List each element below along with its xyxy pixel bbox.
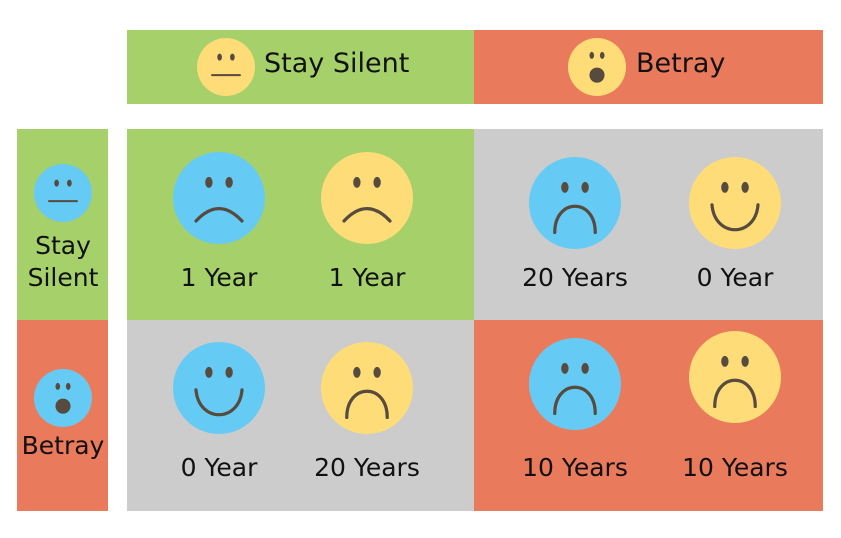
row-header-label: Betray (21, 431, 105, 460)
column-header-label: Betray (636, 48, 726, 79)
neutral-face-icon (197, 38, 255, 100)
yellow-prisoner-face-icon (689, 157, 781, 253)
yellow-prisoner-face-icon (321, 152, 413, 248)
surprised-face-icon (568, 38, 626, 100)
blue-prisoner-face-icon (529, 157, 621, 253)
yellow-prisoner-face-icon (689, 331, 781, 427)
yellow-sentence: 10 Years (682, 453, 788, 482)
yellow-prisoner-face-icon (321, 342, 413, 438)
column-header-betray (474, 30, 823, 104)
neutral-face-icon (34, 164, 92, 226)
column-header-label: Stay Silent (264, 48, 410, 79)
yellow-sentence: 1 Year (328, 263, 406, 292)
blue-sentence: 20 Years (522, 263, 628, 292)
blue-prisoner-face-icon (173, 152, 265, 248)
blue-sentence: 10 Years (522, 453, 628, 482)
row-header-stay-silent (17, 129, 108, 320)
row-header-label: Stay (35, 231, 91, 260)
surprised-face-icon (34, 369, 92, 431)
blue-sentence: 0 Year (180, 453, 258, 482)
blue-prisoner-face-icon (173, 342, 265, 438)
blue-sentence: 1 Year (180, 263, 258, 292)
blue-prisoner-face-icon (529, 338, 621, 434)
yellow-sentence: 0 Year (696, 263, 774, 292)
column-header-stay-silent (127, 30, 474, 104)
yellow-sentence: 20 Years (314, 453, 420, 482)
row-header-label: Silent (27, 263, 99, 292)
